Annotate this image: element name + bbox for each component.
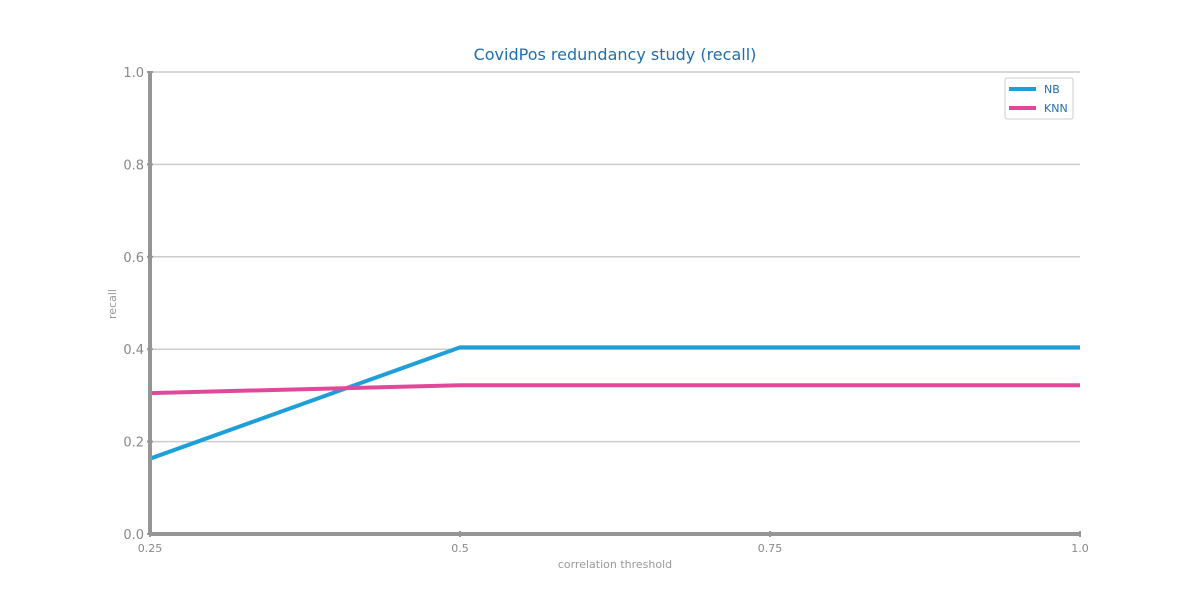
- legend: NB KNN: [1004, 77, 1074, 120]
- y-axis-label: recall: [106, 289, 119, 319]
- x-tick-label: 0.25: [138, 542, 163, 555]
- series-line-knn: [149, 383, 1080, 396]
- y-tick-label: 0.8: [123, 158, 144, 173]
- series-line-nb: [149, 345, 1080, 461]
- series-lines: [149, 345, 1080, 461]
- y-tick-label: 0.0: [123, 528, 144, 543]
- x-tick-label: 0.5: [451, 542, 469, 555]
- y-tick-label: 0.2: [123, 436, 144, 451]
- legend-label-knn: KNN: [1044, 102, 1068, 115]
- x-axis-label: correlation threshold: [558, 558, 672, 571]
- legend-label-nb: NB: [1044, 83, 1060, 96]
- x-tick-label: 1.0: [1071, 542, 1089, 555]
- y-tick-label: 0.4: [123, 343, 144, 358]
- x-tick-label: 0.75: [758, 542, 783, 555]
- chart-title: CovidPos redundancy study (recall): [474, 45, 757, 64]
- y-tick-label: 1.0: [123, 66, 144, 81]
- tick-labels: 0.0 0.2 0.4 0.6 0.8 1.0 0.25 0.5 0.75 1.0: [123, 66, 1088, 555]
- axes: [147, 71, 1081, 537]
- y-tick-label: 0.6: [123, 251, 144, 266]
